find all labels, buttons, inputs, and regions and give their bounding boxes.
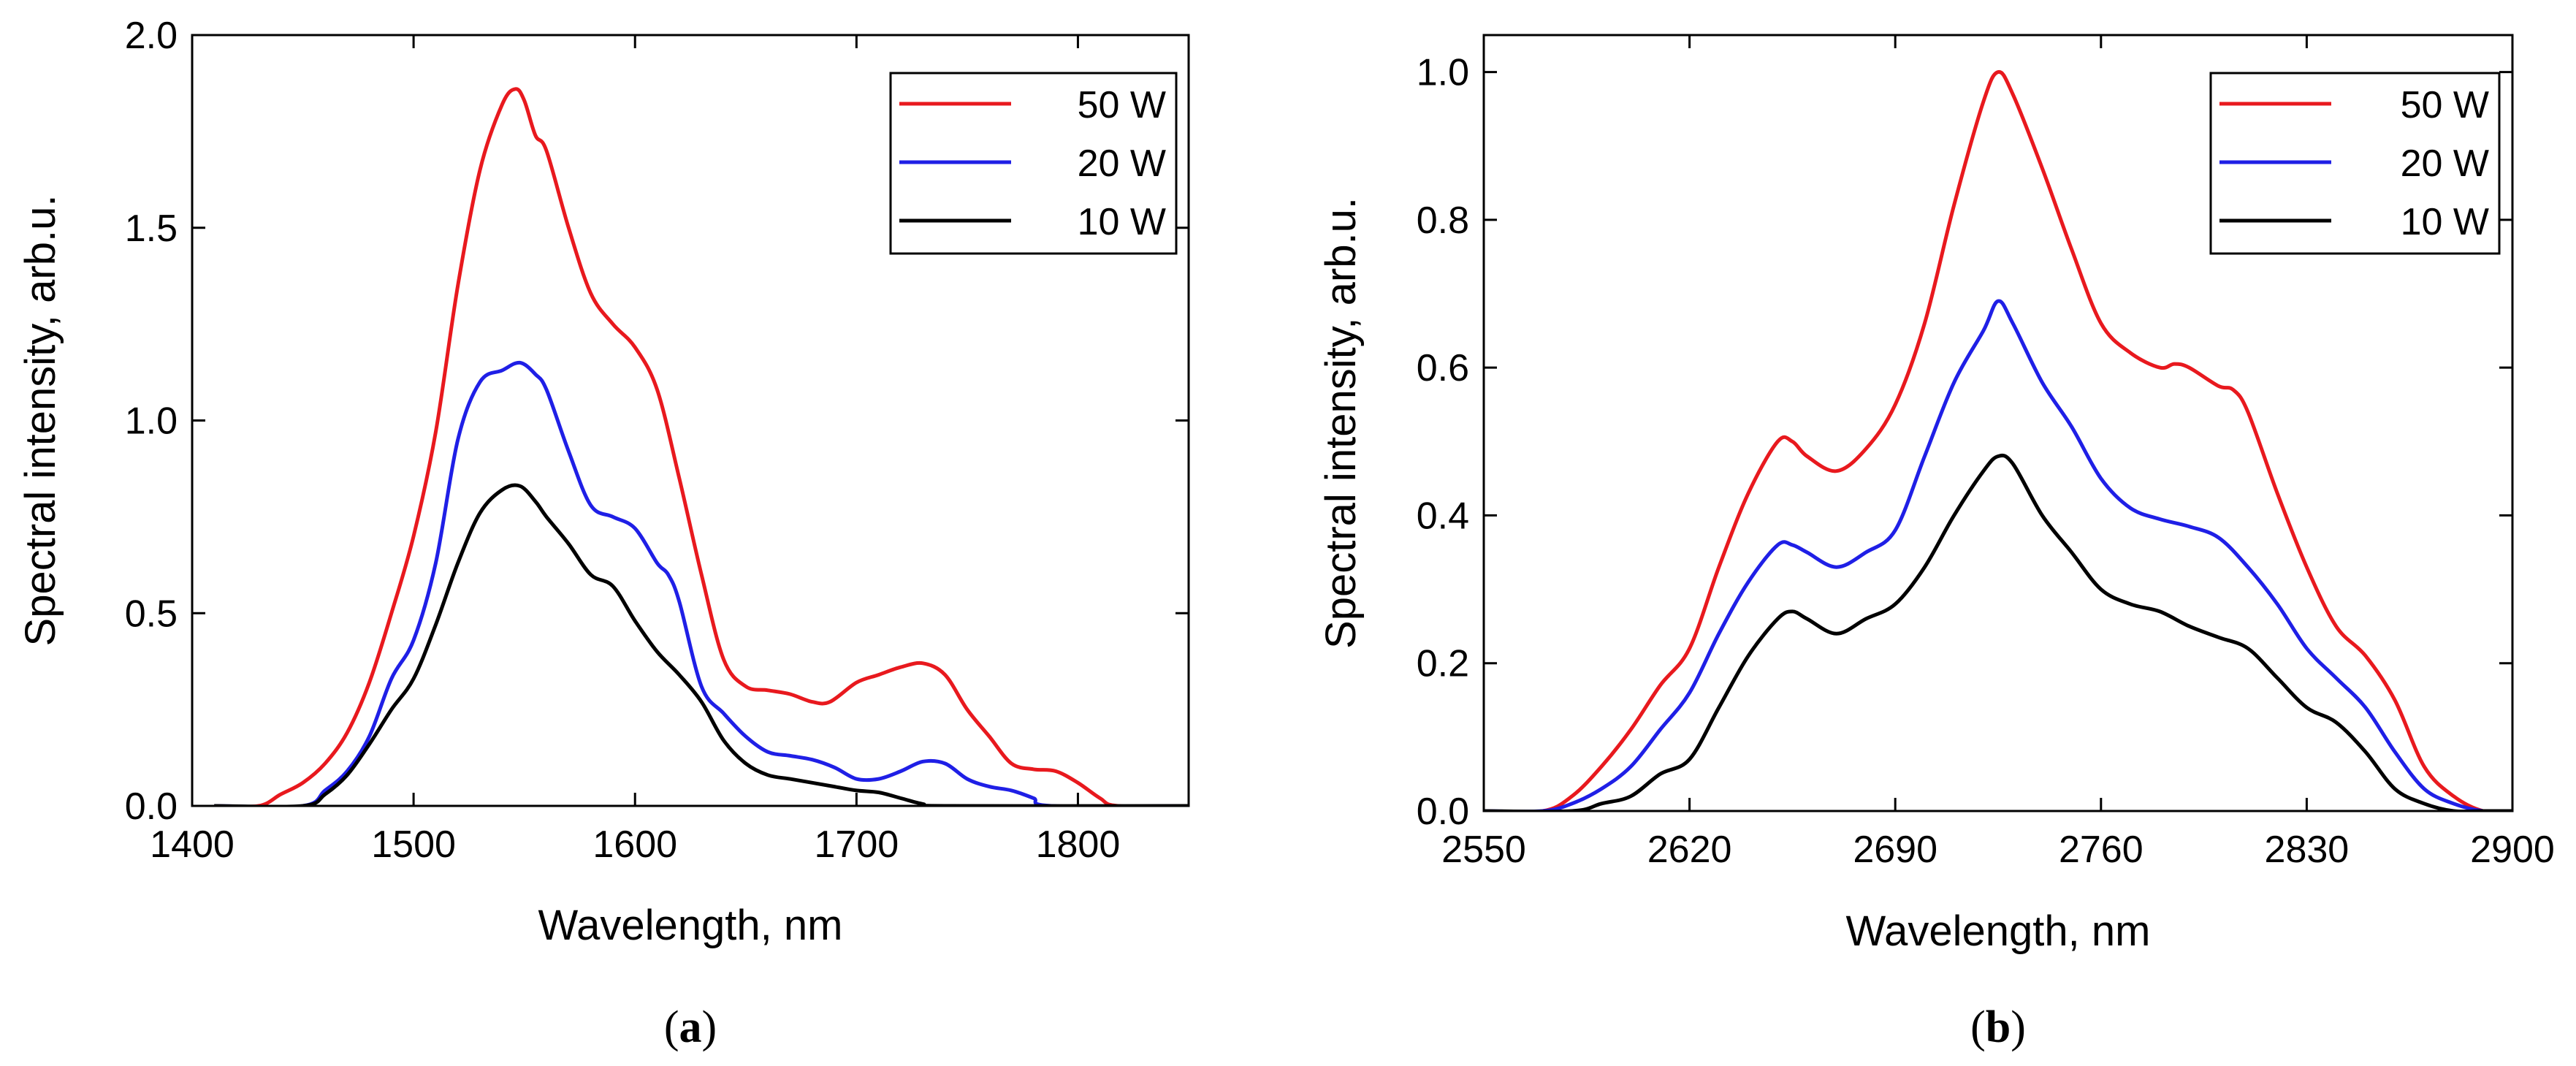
y-axis-title: Spectral intensity, arb.u. (17, 195, 64, 647)
x-tick-label: 1600 (592, 823, 677, 866)
x-tick-label: 2690 (1853, 829, 1937, 871)
panel-label-open: ( (1970, 1002, 1986, 1052)
x-tick-label: 2620 (1647, 829, 1732, 871)
y-tick-label: 0.5 (125, 593, 178, 635)
legend-label-10w: 10 W (2401, 201, 2489, 243)
x-tick-label: 2900 (2470, 829, 2555, 871)
panel-label-close: ) (2011, 1002, 2026, 1052)
x-tick-label: 1400 (150, 823, 235, 866)
y-tick-label: 2.0 (125, 15, 178, 57)
plot-frame (1482, 34, 2514, 812)
legend-label-50w: 50 W (2401, 84, 2489, 126)
series-line-50w (1484, 70, 2512, 811)
y-tick-label: 0.2 (1417, 643, 1469, 685)
series-line-20w (214, 360, 1189, 806)
legend-label-20w: 20 W (2401, 142, 2489, 185)
y-tick-label: 0.4 (1417, 495, 1469, 537)
y-tick-label: 1.5 (125, 208, 178, 250)
x-tick-label: 2830 (2265, 829, 2350, 871)
y-tick-label: 1.0 (1417, 52, 1469, 94)
series-line-50w (214, 87, 1189, 806)
panel-label-close: ) (702, 1002, 717, 1052)
legend-label-20w: 20 W (1078, 142, 1166, 185)
x-tick-label: 2760 (2059, 829, 2144, 871)
legend-label-10w: 10 W (1078, 201, 1166, 243)
series-line-20w (1484, 299, 2512, 811)
chart-panel-a: 1400 1500 1600 1700 1800 0.0 0.5 1.0 1.5 2.0 Wavel… (17, 15, 1190, 1052)
panel-label-letter: b (1986, 1002, 2011, 1052)
series-group (1484, 70, 2512, 811)
y-tick-label: 0.8 (1417, 199, 1469, 242)
series-line-10w (214, 483, 1189, 806)
y-tick-label: 0.6 (1417, 347, 1469, 389)
x-axis-title: Wavelength, nm (538, 902, 843, 949)
panel-label-open: ( (664, 1002, 679, 1052)
chart-panel-b: 2550 2620 2690 2760 2830 2900 0.0 0.2 0.4 0.6 0.8 1… (1317, 34, 2555, 1052)
series-line-10w (1484, 453, 2512, 811)
series-group (214, 87, 1189, 806)
panel-label-letter: a (679, 1002, 702, 1052)
y-axis-title: Spectral intensity, arb.u. (1317, 197, 1365, 649)
x-tick-label: 1500 (371, 823, 456, 866)
x-tick-label: 2550 (1441, 829, 1526, 871)
legend-label-50w: 50 W (1078, 84, 1166, 126)
y-tick-label: 1.0 (125, 400, 178, 443)
panel-label: (b) (1970, 1002, 2026, 1052)
x-axis-title: Wavelength, nm (1846, 907, 2151, 955)
y-tick-label: 0.0 (125, 785, 178, 828)
x-tick-label: 1700 (814, 823, 899, 866)
x-tick-label: 1800 (1036, 823, 1121, 866)
panel-label: (a) (664, 1002, 717, 1052)
y-tick-label: 0.0 (1417, 791, 1469, 833)
